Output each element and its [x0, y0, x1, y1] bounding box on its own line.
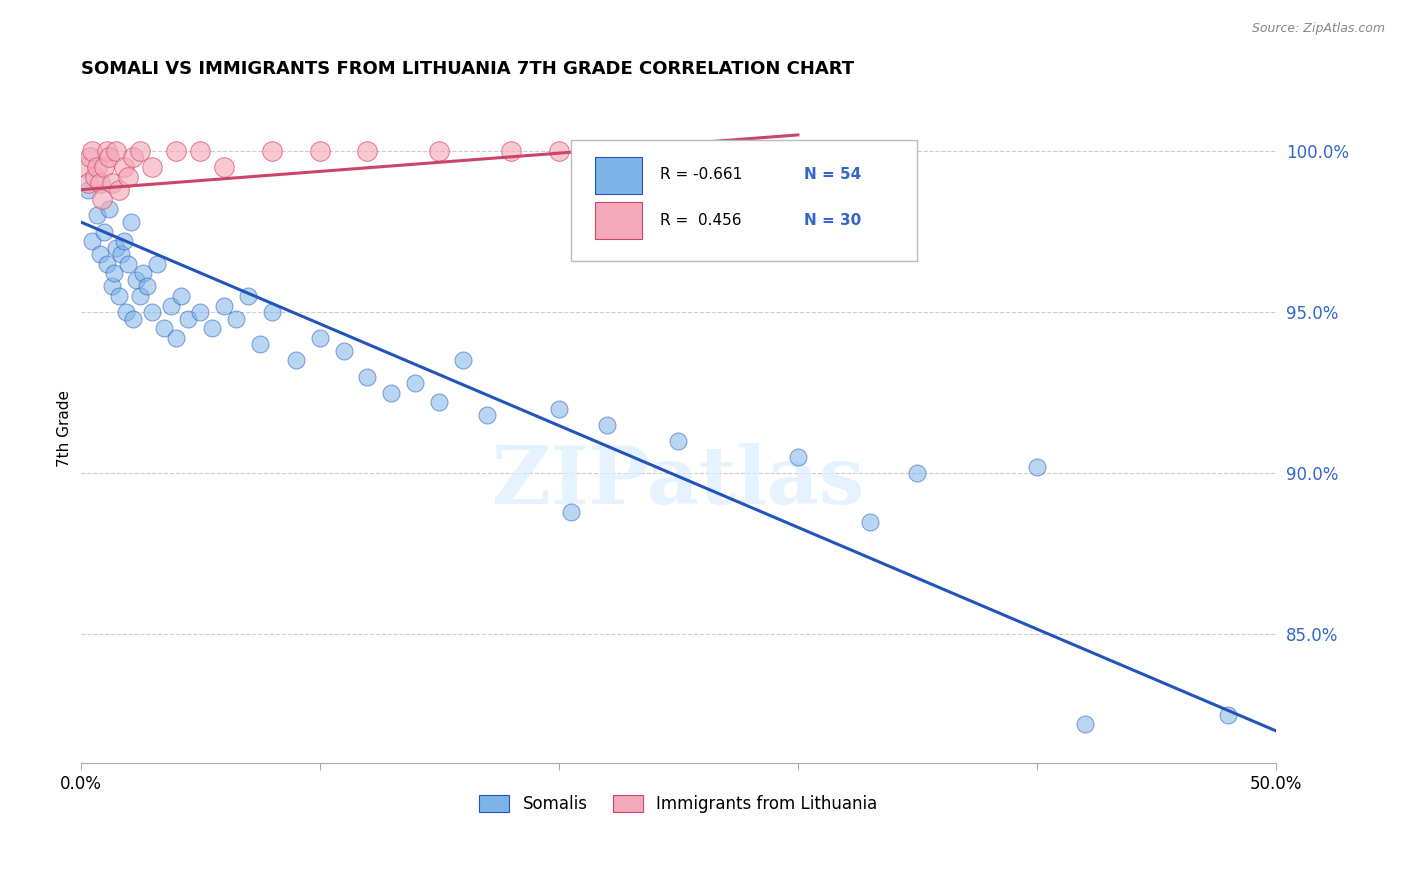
Point — [225, 311, 247, 326]
Point — [75, 160, 97, 174]
Point — [89, 176, 111, 190]
Point — [499, 144, 522, 158]
Point — [188, 305, 211, 319]
Point — [786, 450, 808, 464]
Point — [212, 299, 235, 313]
Point — [165, 331, 187, 345]
Point — [129, 289, 152, 303]
Point — [165, 144, 187, 158]
Point — [98, 151, 121, 165]
Point — [129, 144, 152, 158]
Point — [284, 353, 307, 368]
Point — [260, 144, 283, 158]
Point — [260, 305, 283, 319]
Point — [547, 401, 569, 416]
Point — [177, 311, 200, 326]
Point — [666, 144, 689, 158]
Point — [1026, 459, 1049, 474]
Point — [93, 160, 115, 174]
Point — [105, 241, 128, 255]
Point — [404, 376, 426, 390]
Text: R = -0.661: R = -0.661 — [661, 168, 742, 182]
Point — [86, 209, 108, 223]
Point — [110, 247, 132, 261]
Point — [76, 183, 98, 197]
Point — [427, 395, 450, 409]
Point — [1218, 707, 1240, 722]
Point — [160, 299, 183, 313]
Point — [79, 151, 101, 165]
Point — [82, 234, 104, 248]
Point — [117, 257, 139, 271]
Point — [666, 434, 689, 448]
Bar — [595, 157, 643, 194]
Point — [308, 331, 330, 345]
Point — [380, 385, 402, 400]
Point — [131, 267, 153, 281]
Point — [170, 289, 193, 303]
Point — [427, 144, 450, 158]
Point — [100, 176, 122, 190]
Point — [76, 176, 98, 190]
Point — [451, 353, 474, 368]
Point — [356, 369, 378, 384]
Text: SOMALI VS IMMIGRANTS FROM LITHUANIA 7TH GRADE CORRELATION CHART: SOMALI VS IMMIGRANTS FROM LITHUANIA 7TH … — [80, 60, 853, 78]
Point — [117, 169, 139, 184]
Point — [120, 215, 142, 229]
Point — [141, 305, 163, 319]
Point — [332, 343, 354, 358]
Bar — [595, 202, 643, 239]
Point — [122, 311, 145, 326]
Text: ZIPatlas: ZIPatlas — [492, 442, 865, 521]
Point — [308, 144, 330, 158]
FancyBboxPatch shape — [571, 140, 918, 260]
Point — [907, 466, 929, 480]
Point — [153, 321, 176, 335]
Point — [560, 505, 582, 519]
Text: R =  0.456: R = 0.456 — [661, 213, 742, 227]
Legend: Somalis, Immigrants from Lithuania: Somalis, Immigrants from Lithuania — [471, 787, 886, 822]
Point — [475, 408, 498, 422]
Point — [141, 160, 163, 174]
Point — [236, 289, 259, 303]
Point — [115, 305, 138, 319]
Point — [112, 234, 135, 248]
Point — [98, 202, 121, 216]
Point — [91, 192, 114, 206]
Text: Source: ZipAtlas.com: Source: ZipAtlas.com — [1251, 22, 1385, 36]
Point — [96, 257, 118, 271]
Point — [146, 257, 169, 271]
Point — [188, 144, 211, 158]
Text: N = 54: N = 54 — [804, 168, 860, 182]
Point — [86, 160, 108, 174]
Point — [103, 267, 125, 281]
Point — [107, 289, 129, 303]
Point — [124, 273, 146, 287]
Point — [89, 247, 111, 261]
Point — [1074, 717, 1097, 731]
Point — [107, 183, 129, 197]
Point — [100, 279, 122, 293]
Point — [112, 160, 135, 174]
Point — [82, 144, 104, 158]
Point — [595, 417, 617, 432]
Point — [858, 515, 880, 529]
Point — [356, 144, 378, 158]
Text: N = 30: N = 30 — [804, 213, 860, 227]
Y-axis label: 7th Grade: 7th Grade — [58, 390, 72, 467]
Point — [212, 160, 235, 174]
Point — [201, 321, 224, 335]
Point — [786, 144, 808, 158]
Point — [96, 144, 118, 158]
Point — [93, 225, 115, 239]
Point — [122, 151, 145, 165]
Point — [105, 144, 128, 158]
Point — [136, 279, 159, 293]
Point — [249, 337, 271, 351]
Point — [547, 144, 569, 158]
Point — [83, 169, 105, 184]
